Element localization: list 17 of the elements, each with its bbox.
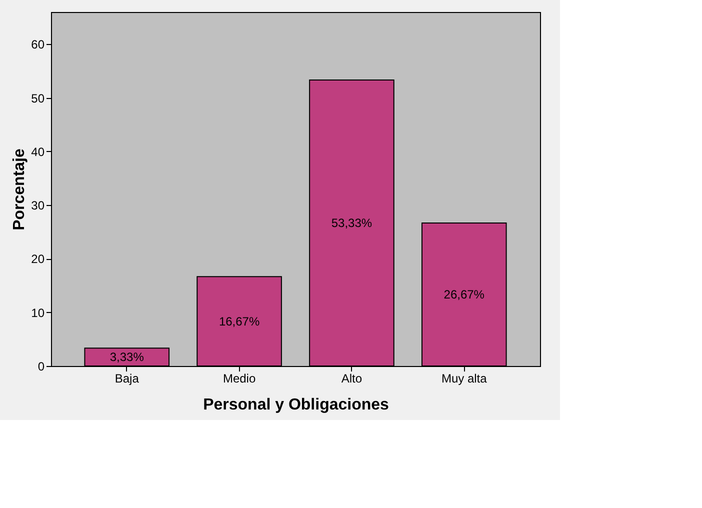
- y-tick-label: 20: [31, 252, 45, 266]
- y-axis-title: Porcentaje: [11, 148, 28, 230]
- y-tick-label: 40: [31, 144, 45, 159]
- y-tick-label: 0: [38, 360, 45, 374]
- y-tick-label: 60: [31, 38, 45, 52]
- data-label: 53,33%: [331, 216, 372, 230]
- x-tick-label: Medio: [222, 372, 256, 386]
- data-label: 26,67%: [444, 287, 485, 302]
- y-tick-label: 50: [31, 91, 45, 106]
- x-tick-label: Baja: [114, 372, 140, 386]
- x-tick-label: Muy alta: [441, 372, 488, 386]
- data-label: 16,67%: [218, 314, 260, 328]
- x-tick-label: Alto: [341, 372, 362, 386]
- data-label: 3,33%: [110, 350, 144, 364]
- y-tick-label: 30: [31, 198, 45, 213]
- x-axis-title: Personal y Obligaciones: [203, 396, 390, 414]
- y-tick-label: 10: [31, 306, 45, 320]
